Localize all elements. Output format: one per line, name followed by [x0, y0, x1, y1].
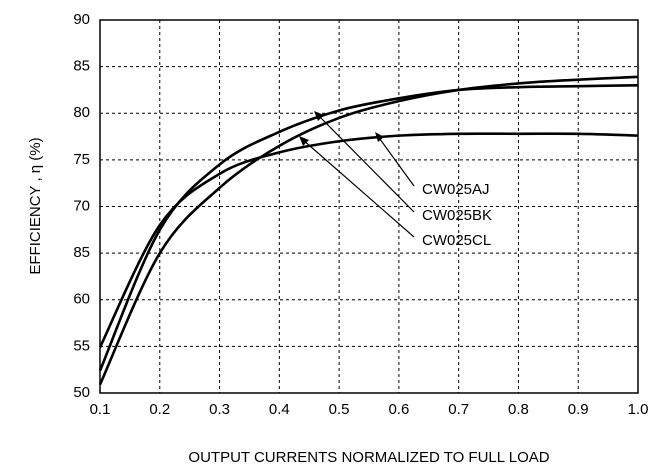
- x-axis-title: OUTPUT CURRENTS NORMALIZED TO FULL LOAD: [188, 449, 549, 466]
- line-series: [98, 132, 639, 348]
- y-tick-label: 85: [73, 58, 90, 75]
- x-tick-label: 0.4: [269, 401, 290, 418]
- y-tick-label: 80: [73, 104, 90, 121]
- x-tick-label: 0.6: [388, 401, 409, 418]
- arrow: [301, 138, 415, 238]
- y-tick-label: 85: [73, 244, 90, 261]
- y-tick-label: 70: [73, 197, 90, 214]
- line-series: [98, 83, 639, 372]
- x-tick-label: 0.3: [209, 401, 230, 418]
- x-tick-label: 0.2: [149, 401, 170, 418]
- legend-label: CW025AJ: [422, 181, 490, 198]
- x-tick-label: 0.5: [329, 401, 350, 418]
- y-axis-title: EFFICIENCY , η (%): [27, 137, 44, 274]
- arrow: [316, 113, 415, 213]
- y-tick-label: 90: [73, 11, 90, 28]
- x-tick-label: 0.8: [508, 401, 529, 418]
- y-tick-label: 60: [73, 291, 90, 308]
- arrow-head: [299, 136, 309, 146]
- y-tick-label: 75: [73, 151, 90, 168]
- line-series: [98, 75, 639, 386]
- x-tick-label: 1.0: [628, 401, 649, 418]
- arrow: [376, 134, 415, 187]
- x-tick-label: 0.1: [90, 401, 111, 418]
- annotation-arrows: [299, 111, 415, 238]
- legend-label: CW025CL: [422, 232, 491, 249]
- x-tick-label: 0.7: [448, 401, 469, 418]
- legend-label: CW025BK: [422, 207, 492, 224]
- y-tick-label: 50: [73, 384, 90, 401]
- y-tick-label: 55: [73, 337, 90, 354]
- x-tick-label: 0.9: [568, 401, 589, 418]
